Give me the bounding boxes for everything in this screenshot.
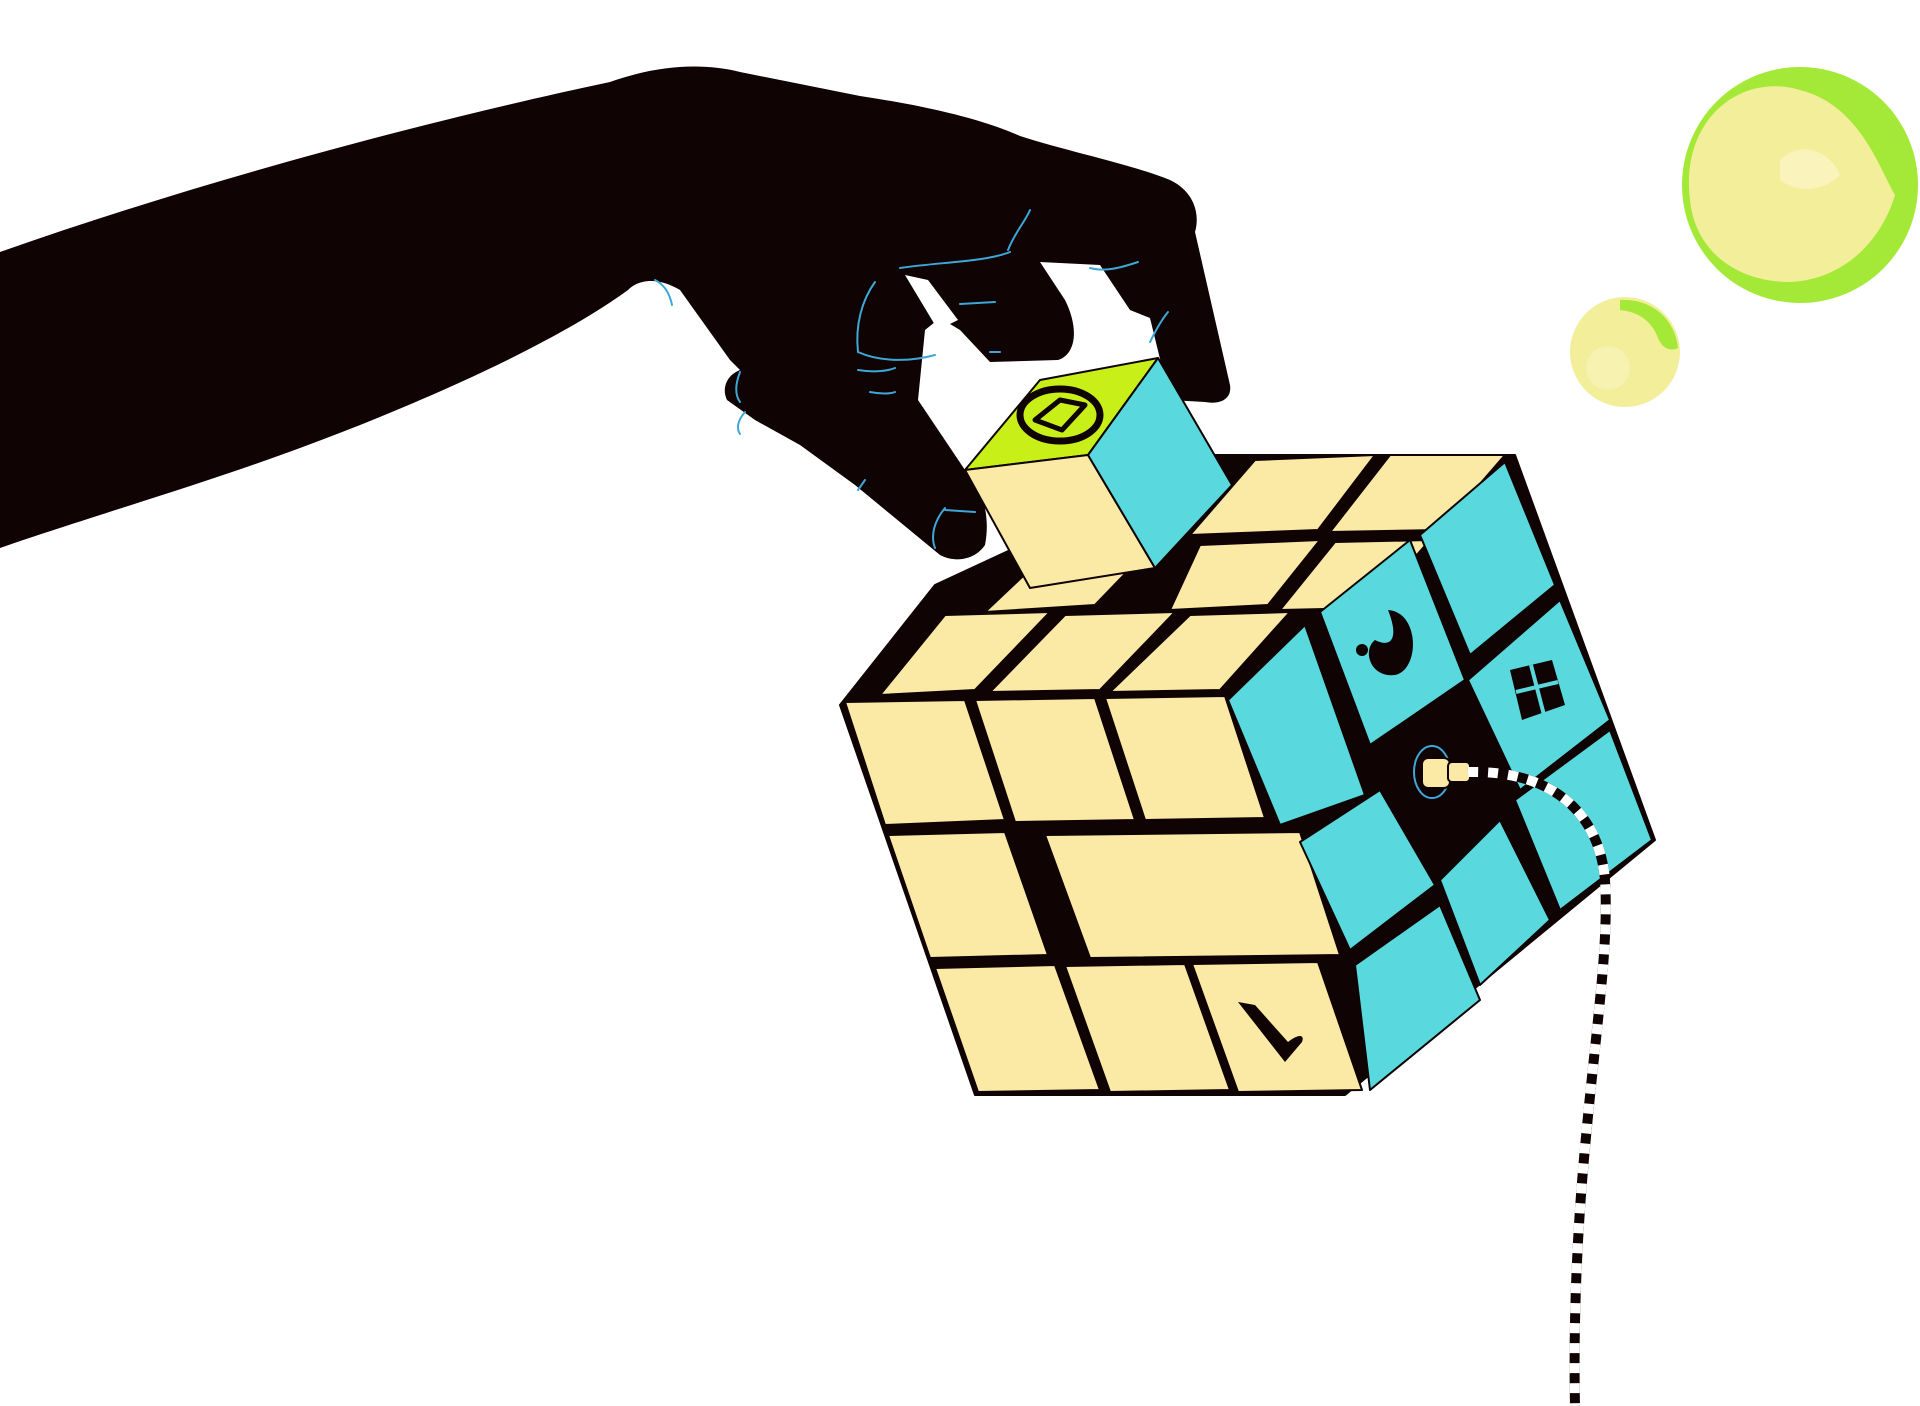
window-grid-icon	[1510, 660, 1565, 720]
check-mark-icon	[1238, 1002, 1303, 1062]
audio-jack-icon	[1413, 745, 1471, 799]
hand-contour-lines	[654, 209, 1169, 549]
lifted-cube-piece	[964, 357, 1233, 589]
dot-ring-icon	[1356, 610, 1413, 676]
diamond-ring-icon	[1016, 385, 1104, 445]
cube-right-face	[1227, 461, 1653, 1091]
cube-front-face	[844, 695, 1363, 1093]
hand-silhouette-icon	[0, 66, 1231, 560]
puzzle-cube-icon	[839, 357, 1656, 1096]
checkered-cable-icon	[1467, 766, 1611, 1406]
bubble-icon-small	[1570, 297, 1680, 407]
bubble-icon	[1682, 67, 1918, 303]
